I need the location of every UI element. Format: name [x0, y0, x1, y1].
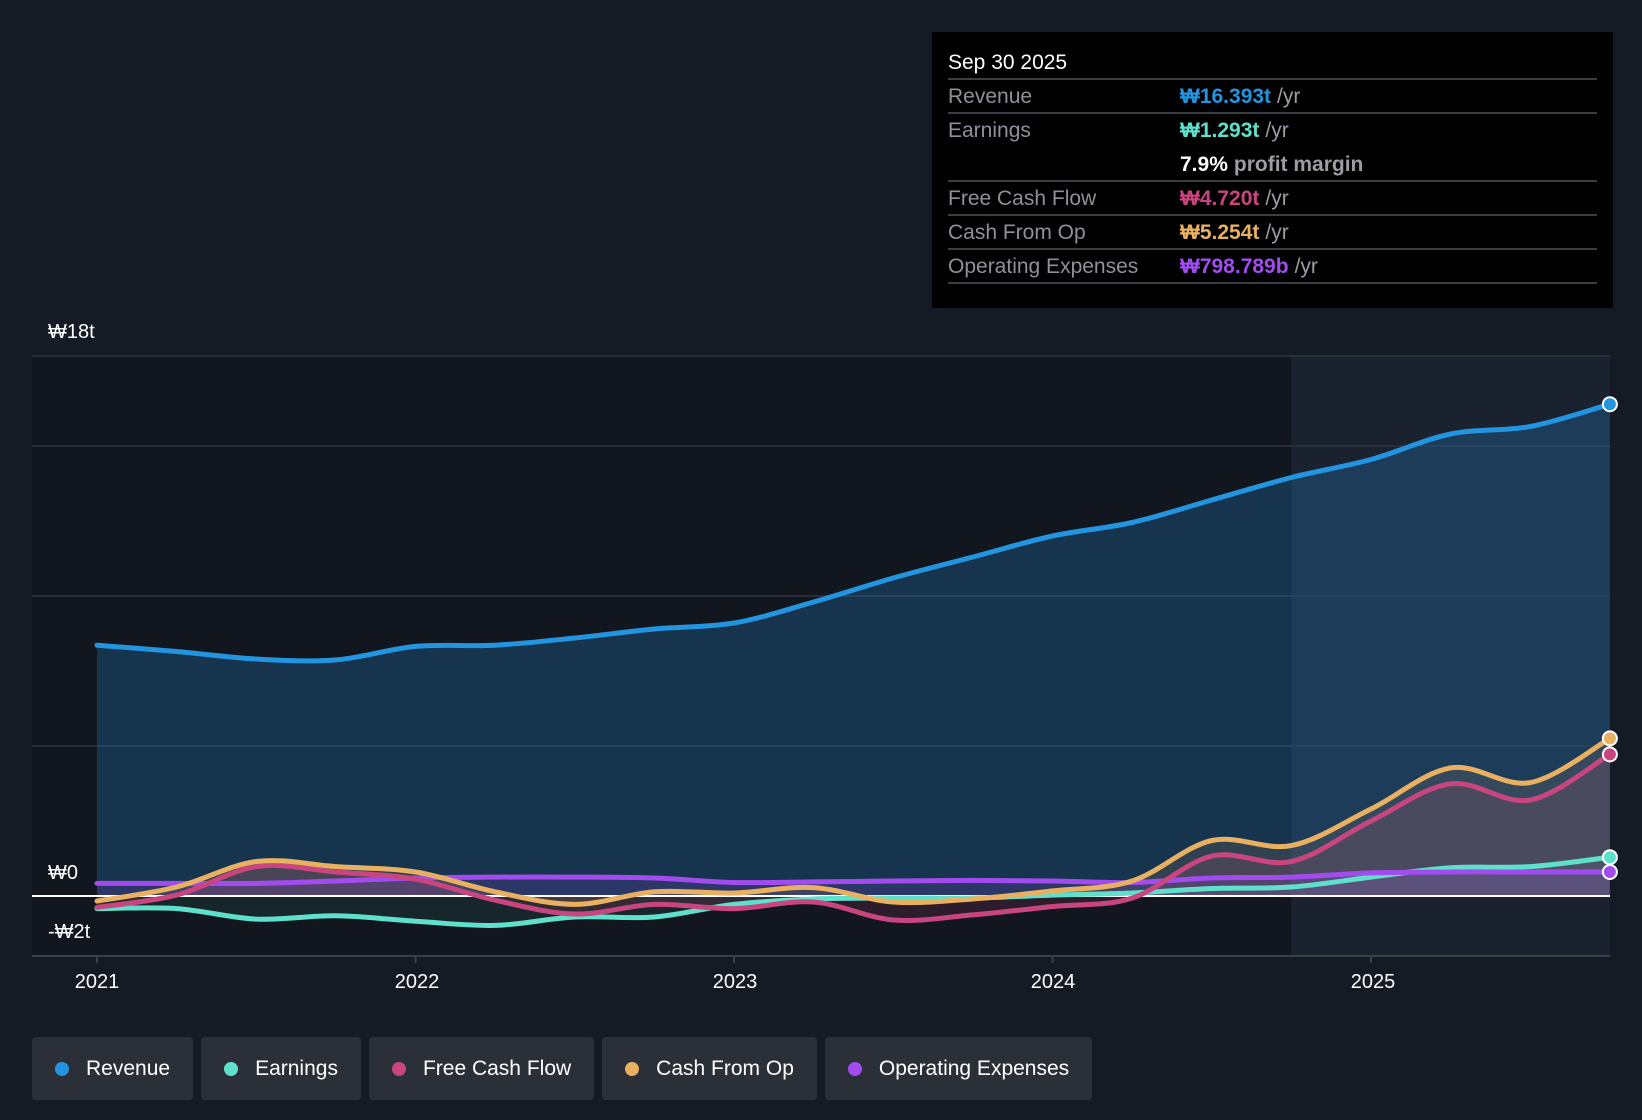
tooltip-unit: /yr: [1277, 85, 1301, 108]
tooltip-value: ₩4.720t: [1180, 187, 1260, 210]
tooltip-row-opex: Operating Expenses ₩798.789b /yr: [948, 250, 1597, 284]
legend-item-revenue[interactable]: Revenue: [32, 1037, 194, 1100]
tooltip-row-cfo: Cash From Op ₩5.254t /yr: [948, 216, 1597, 250]
y-tick-label: ₩18t: [48, 321, 95, 343]
legend-dot-icon: [847, 1061, 862, 1076]
tooltip-date: Sep 30 2025: [948, 46, 1597, 80]
end-point-free-cash-flow: [1601, 746, 1618, 763]
line-earnings: [94, 854, 1613, 928]
tooltip-row-margin: 7.9% profit margin: [948, 148, 1597, 182]
tooltip-label: Operating Expenses: [948, 255, 1139, 278]
tooltip-row-revenue: Revenue ₩16.393t /yr: [948, 80, 1597, 114]
line-free-cash-flow: [94, 751, 1613, 923]
legend-dot-icon: [55, 1061, 69, 1076]
end-point-cash-from-op: [1601, 730, 1618, 747]
profit-margin-label: profit margin: [1233, 153, 1364, 176]
tooltip: Sep 30 2025 Revenue ₩16.393t /yr Earning…: [932, 32, 1613, 308]
tooltip-unit: /yr: [1294, 255, 1318, 278]
end-point-revenue: [1601, 396, 1618, 413]
tooltip-value: ₩5.254t: [1180, 221, 1260, 244]
legend-item-earnings[interactable]: Earnings: [201, 1037, 361, 1100]
tooltip-spacer: [948, 148, 1180, 180]
legend-label: Revenue: [86, 1056, 171, 1080]
tooltip-row-fcf: Free Cash Flow ₩4.720t /yr: [948, 182, 1597, 216]
tooltip-label: Cash From Op: [948, 221, 1086, 244]
forecast-highlight-region: [1291, 356, 1610, 956]
tooltip-label: Revenue: [948, 85, 1033, 108]
tooltip-unit: /yr: [1265, 221, 1289, 244]
end-point-earnings: [1601, 849, 1618, 866]
tooltip-value: ₩16.393t: [1180, 85, 1272, 108]
tooltip-label: Earnings: [948, 119, 1031, 142]
legend-label: Free Cash Flow: [422, 1056, 572, 1080]
x-tick-label: 2023: [712, 971, 758, 993]
x-tick-label: 2025: [1350, 971, 1396, 993]
legend-item-cash-from-op[interactable]: Cash From Op: [602, 1037, 817, 1100]
tooltip-label: Free Cash Flow: [948, 187, 1097, 210]
legend-dot-icon: [625, 1061, 640, 1076]
legend-item-free-cash-flow[interactable]: Free Cash Flow: [368, 1037, 595, 1100]
line-revenue: [94, 401, 1613, 664]
tooltip-row-earnings: Earnings ₩1.293t /yr: [948, 114, 1597, 148]
line-operating-expenses: [94, 869, 1613, 887]
legend-label: Cash From Op: [656, 1056, 794, 1080]
end-point-operating-expenses: [1601, 864, 1618, 881]
area-cash-from-op: [97, 738, 1610, 905]
area-earnings: [97, 857, 1610, 926]
tooltip-value: ₩1.293t: [1180, 119, 1260, 142]
legend-label: Earnings: [255, 1056, 338, 1080]
profit-margin-value: 7.9%: [1180, 153, 1228, 176]
x-tick-label: 2021: [74, 971, 120, 993]
legend-label: Operating Expenses: [878, 1056, 1070, 1080]
tooltip-unit: /yr: [1265, 187, 1289, 210]
legend: Revenue Earnings Free Cash Flow Cash Fro…: [32, 1037, 1093, 1100]
y-tick-label: ₩0: [48, 862, 78, 884]
legend-dot-icon: [224, 1061, 239, 1076]
x-tick-label: 2022: [394, 971, 440, 993]
tooltip-unit: /yr: [1265, 119, 1289, 142]
y-tick-label: -₩2t: [48, 921, 91, 943]
tooltip-value: ₩798.789b: [1180, 255, 1289, 278]
x-tick-label: 2024: [1030, 971, 1076, 993]
legend-dot-icon: [391, 1061, 406, 1076]
area-revenue: [97, 404, 1610, 896]
legend-item-operating-expenses[interactable]: Operating Expenses: [824, 1037, 1093, 1100]
line-cash-from-op: [94, 735, 1613, 907]
